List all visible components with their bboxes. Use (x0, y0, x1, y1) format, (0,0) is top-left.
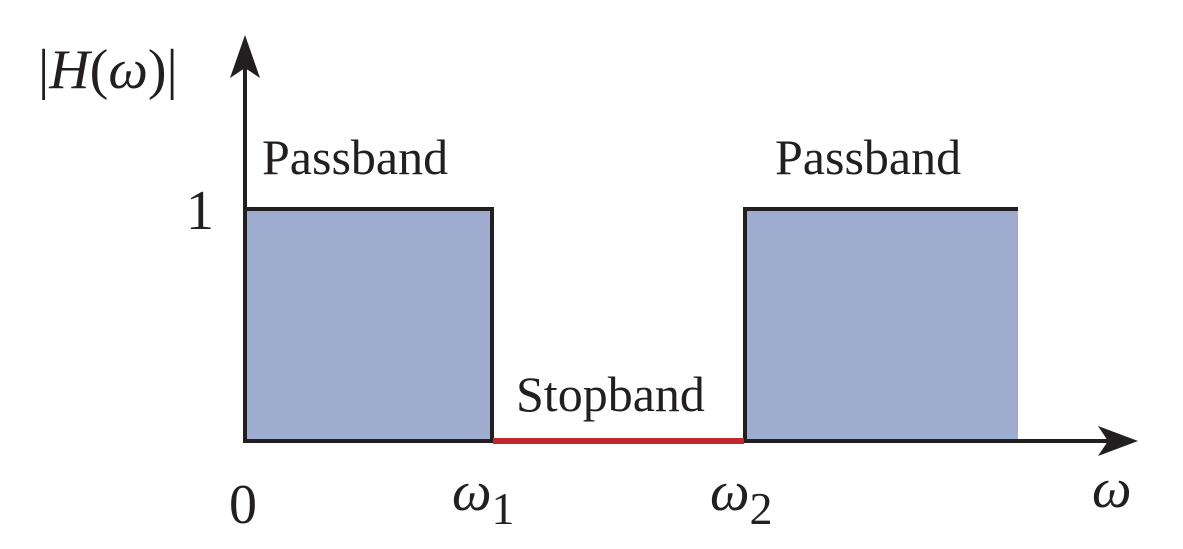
x-axis-arrowhead (1098, 426, 1138, 456)
stopband-label: Stopband (516, 366, 705, 422)
left-passband-outline (245, 207, 494, 441)
x-tick-label-origin: 0 (229, 474, 257, 536)
right-passband-label: Passband (775, 129, 961, 185)
omega2-subscript: 2 (750, 483, 773, 534)
omega1-symbol: ω (452, 461, 492, 523)
right-passband-outline (743, 207, 1018, 441)
left-passband-label: Passband (262, 129, 448, 185)
y-label-close-bar: | (167, 39, 178, 101)
right-passband-region (745, 209, 1018, 441)
x-tick-label-omega2: ω2 (710, 461, 773, 534)
y-label-close-paren: ) (148, 39, 167, 101)
y-axis-label: |H(ω)| (38, 39, 178, 101)
y-label-variable: ω (108, 39, 148, 101)
omega2-symbol: ω (710, 461, 750, 523)
y-axis-arrowhead (230, 35, 260, 78)
y-tick-label-one: 1 (186, 180, 214, 242)
x-axis-label: ω (1092, 458, 1132, 520)
y-label-open-bar: | (38, 39, 49, 101)
left-passband-region (245, 209, 492, 441)
y-label-open-paren: ( (90, 39, 109, 101)
x-tick-label-omega1: ω1 (452, 461, 515, 534)
y-label-function: H (48, 39, 92, 101)
omega1-subscript: 1 (492, 483, 515, 534)
